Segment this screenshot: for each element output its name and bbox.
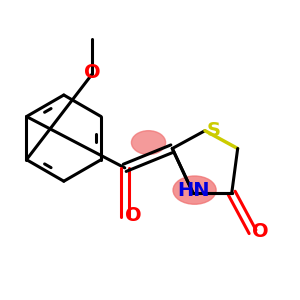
Text: O: O (252, 222, 268, 241)
Text: HN: HN (177, 181, 209, 200)
Ellipse shape (131, 131, 166, 154)
Text: O: O (84, 63, 100, 82)
Ellipse shape (173, 176, 216, 204)
Text: O: O (125, 206, 141, 225)
Text: S: S (206, 121, 220, 140)
